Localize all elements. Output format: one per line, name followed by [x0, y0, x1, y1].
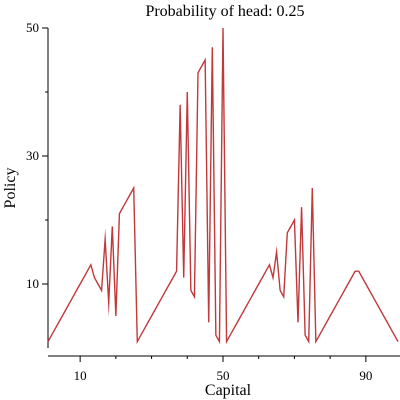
series-line-policy	[47, 27, 399, 345]
y-tick-label: 10	[26, 276, 39, 291]
series-layer	[47, 27, 399, 345]
chart-title: Probability of head: 0.25	[145, 3, 304, 20]
y-tick-label: 30	[26, 148, 39, 163]
y-tick-label: 50	[26, 20, 39, 35]
x-tick-label: 10	[74, 368, 87, 383]
axes: 10 30 50 10 50 90	[26, 20, 400, 383]
y-axis-title: Policy	[2, 168, 19, 209]
x-axis-title: Capital	[205, 382, 252, 399]
x-tick-label: 50	[217, 368, 230, 383]
x-tick-label: 90	[359, 368, 372, 383]
